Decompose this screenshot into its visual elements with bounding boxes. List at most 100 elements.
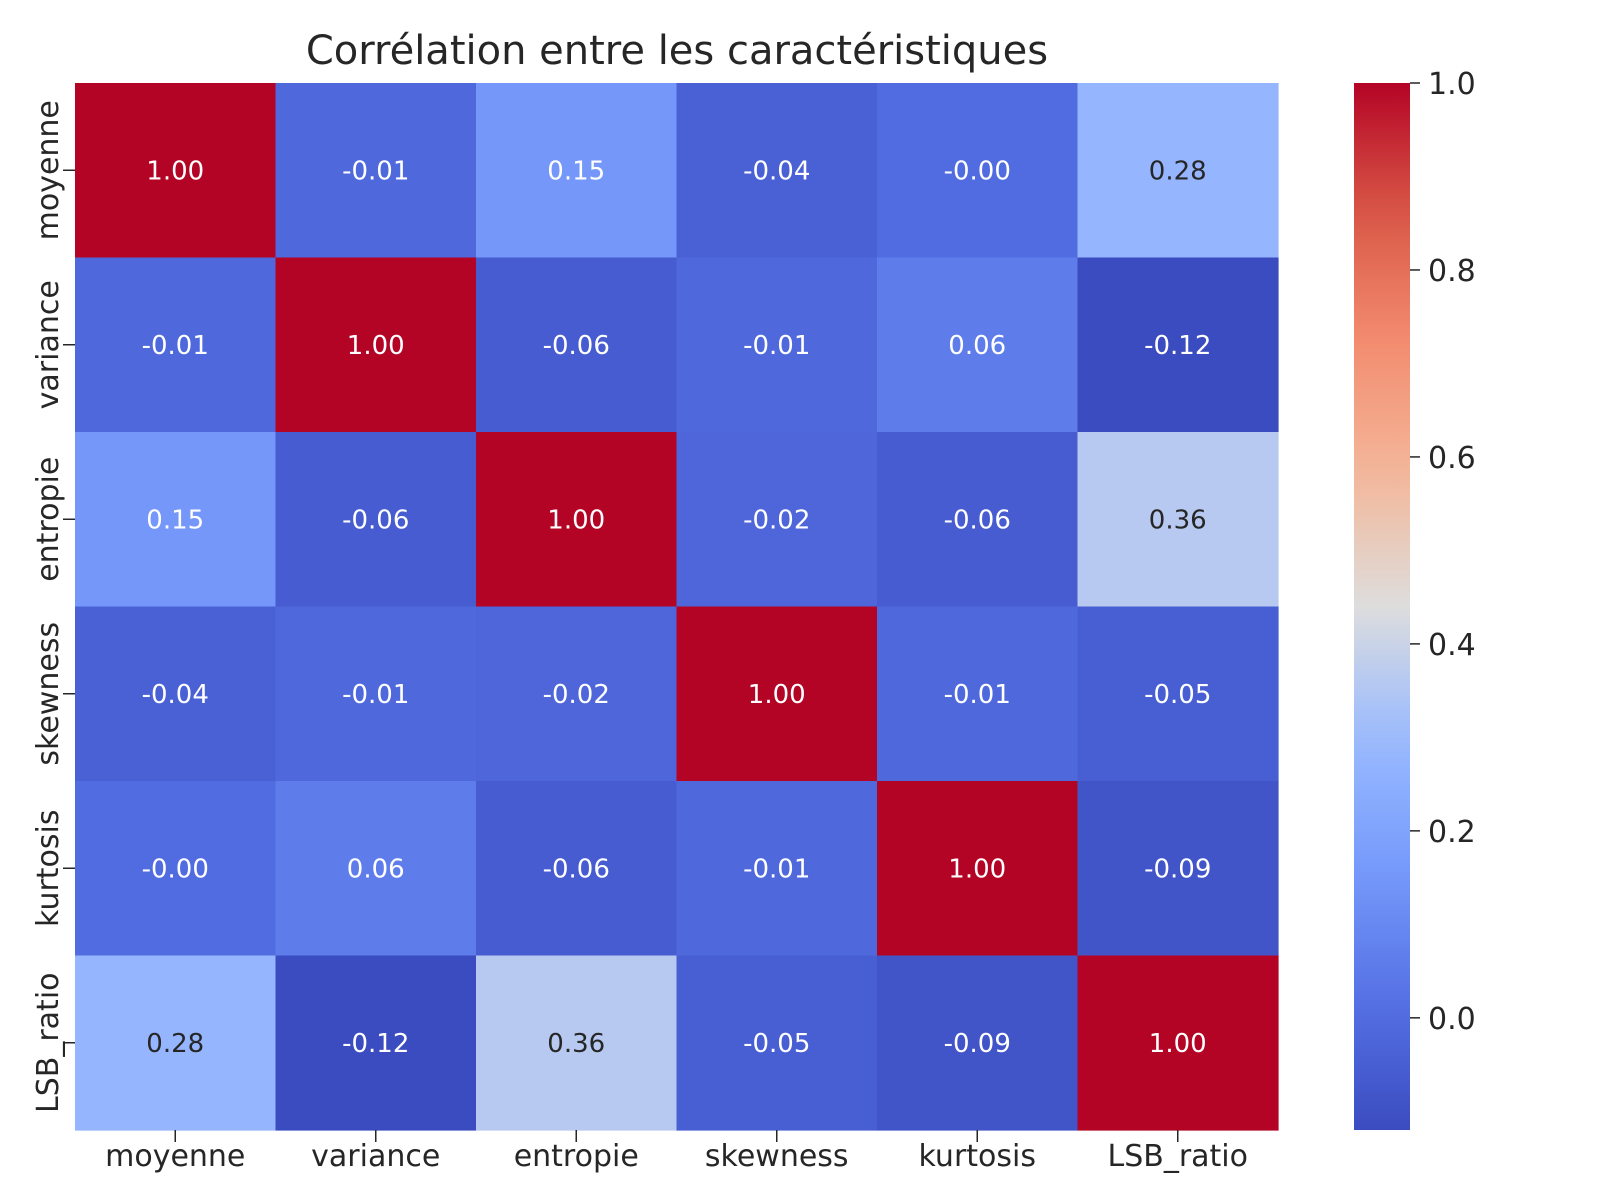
cell-value-label: 1.00 [948,854,1006,884]
heatmap-cell-skewness-entropie [476,606,678,782]
heatmap-cell-entropie-LSB_ratio [1077,432,1279,608]
colorbar-tick-label: 0.4 [1428,628,1476,663]
x-tick-label-LSB_ratio: LSB_ratio [1107,1139,1248,1174]
heatmap-cell-skewness-kurtosis [877,606,1079,782]
colorbar-tick-label: 0.0 [1428,1002,1476,1037]
cell-value-label: 0.36 [1149,505,1207,535]
cell-value-label: -0.05 [1144,680,1211,710]
heatmap-cells [75,83,1279,1131]
x-tick-label-skewness: skewness [705,1139,849,1174]
cell-value-label: -0.05 [743,1029,810,1059]
heatmap-cell-entropie-moyenne [75,432,277,608]
cell-value-label: 0.06 [347,854,405,884]
cell-value-label: 0.36 [547,1029,605,1059]
y-tick-label-skewness: skewness [31,622,66,766]
colorbar: 0.0 0.2 0.4 0.6 0.8 1.0 [1354,67,1476,1130]
heatmap-cell-kurtosis-entropie [476,781,678,957]
heatmap-cell-kurtosis-skewness [676,781,878,957]
y-tick-label-kurtosis: kurtosis [31,809,66,927]
heatmap-cell-moyenne-variance [275,83,477,259]
x-tick-label-entropie: entropie [514,1139,639,1174]
heatmap-cell-kurtosis-moyenne [75,781,277,957]
cell-value-label: -0.01 [342,680,409,710]
heatmap-cell-kurtosis-variance [275,781,477,957]
cell-value-label: -0.12 [342,1029,409,1059]
heatmap-cell-moyenne-entropie [476,83,678,259]
heatmap-cell-variance-variance [275,257,477,433]
colorbar-ticks: 0.0 0.2 0.4 0.6 0.8 1.0 [1410,67,1476,1037]
heatmap-cell-LSB_ratio-kurtosis [877,955,1079,1131]
heatmap-cell-moyenne-kurtosis [877,83,1079,259]
cell-value-label: -0.04 [743,156,810,186]
heatmap-cell-LSB_ratio-LSB_ratio [1077,955,1279,1131]
cell-value-label: -0.09 [944,1029,1011,1059]
heatmap-cell-skewness-moyenne [75,606,277,782]
cell-value-label: -0.04 [142,680,209,710]
cell-value-label: -0.01 [743,854,810,884]
cell-value-label: 0.28 [146,1029,204,1059]
heatmap-cell-variance-entropie [476,257,678,433]
cell-value-label: 1.00 [547,505,605,535]
cell-value-label: -0.06 [342,505,409,535]
heatmap-cell-entropie-variance [275,432,477,608]
heatmap-cell-kurtosis-LSB_ratio [1077,781,1279,957]
heatmap-cell-LSB_ratio-entropie [476,955,678,1131]
cell-value-label: 0.06 [948,331,1006,361]
heatmap-cell-skewness-variance [275,606,477,782]
heatmap-cell-entropie-entropie [476,432,678,608]
y-tick-label-entropie: entropie [31,457,66,582]
y-axis: moyenne variance entropie skewness kurtosis L… [31,100,75,1113]
heatmap-cell-entropie-kurtosis [877,432,1079,608]
cell-value-label: -0.02 [543,680,610,710]
y-tick-label-LSB_ratio: LSB_ratio [31,972,66,1113]
cell-value-label: 0.15 [547,156,605,186]
heatmap-cell-variance-skewness [676,257,878,433]
cell-value-label: 1.00 [1149,1029,1207,1059]
cell-value-label: -0.12 [1144,331,1211,361]
cell-value-label: 1.00 [146,156,204,186]
x-axis: moyenne variance entropie skewness kurtosis L… [105,1130,1248,1174]
cell-value-label: -0.01 [743,331,810,361]
chart-title: Corrélation entre les caractéristiques [306,28,1048,74]
cell-value-label: -0.06 [543,854,610,884]
cell-value-label: -0.09 [1144,854,1211,884]
cell-value-label: -0.01 [142,331,209,361]
cell-value-label: -0.06 [944,505,1011,535]
cell-value-label: 1.00 [748,680,806,710]
heatmap-cell-moyenne-skewness [676,83,878,259]
y-tick-label-moyenne: moyenne [31,100,66,240]
colorbar-tick-label: 0.6 [1428,441,1476,476]
x-tick-label-kurtosis: kurtosis [918,1139,1036,1174]
heatmap-cell-variance-LSB_ratio [1077,257,1279,433]
heatmap-cell-variance-kurtosis [877,257,1079,433]
y-tick-label-variance: variance [31,280,66,409]
cell-value-label: -0.06 [543,331,610,361]
cell-value-label: -0.01 [342,156,409,186]
heatmap-cell-skewness-skewness [676,606,878,782]
heatmap-cell-skewness-LSB_ratio [1077,606,1279,782]
cell-value-label: 0.15 [146,505,204,535]
heatmap-cell-moyenne-LSB_ratio [1077,83,1279,259]
colorbar-scale [1354,83,1410,1130]
colorbar-tick-label: 0.2 [1428,815,1476,850]
cell-value-label: 1.00 [347,331,405,361]
cell-annotations: 1.00 -0.01 0.15 -0.04 -0.00 0.28 -0.01 1.00 -0.0… [142,156,1212,1059]
cell-value-label: 0.28 [1149,156,1207,186]
x-tick-label-variance: variance [311,1139,440,1174]
heatmap-cell-LSB_ratio-skewness [676,955,878,1131]
heatmap-cell-entropie-skewness [676,432,878,608]
cell-value-label: -0.02 [743,505,810,535]
x-tick-label-moyenne: moyenne [105,1139,245,1174]
cell-value-label: -0.00 [142,854,209,884]
colorbar-tick-label: 1.0 [1428,67,1476,102]
cell-value-label: -0.01 [944,680,1011,710]
heatmap-cell-LSB_ratio-moyenne [75,955,277,1131]
colorbar-tick-label: 0.8 [1428,254,1476,289]
heatmap-cell-moyenne-moyenne [75,83,277,259]
heatmap-cell-variance-moyenne [75,257,277,433]
cell-value-label: -0.00 [944,156,1011,186]
heatmap-cell-LSB_ratio-variance [275,955,477,1131]
heatmap-cell-kurtosis-kurtosis [877,781,1079,957]
